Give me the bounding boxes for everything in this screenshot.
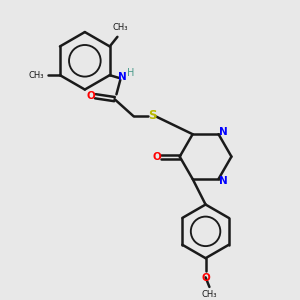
Text: N: N bbox=[219, 176, 228, 186]
Text: N: N bbox=[219, 127, 228, 137]
Text: CH₃: CH₃ bbox=[28, 71, 44, 80]
Text: H: H bbox=[127, 68, 134, 78]
Text: O: O bbox=[152, 152, 161, 162]
Text: CH₃: CH₃ bbox=[112, 23, 128, 32]
Text: O: O bbox=[86, 91, 95, 101]
Text: CH₃: CH₃ bbox=[202, 290, 217, 299]
Text: O: O bbox=[201, 273, 210, 283]
Text: N: N bbox=[118, 72, 127, 82]
Text: S: S bbox=[148, 109, 157, 122]
